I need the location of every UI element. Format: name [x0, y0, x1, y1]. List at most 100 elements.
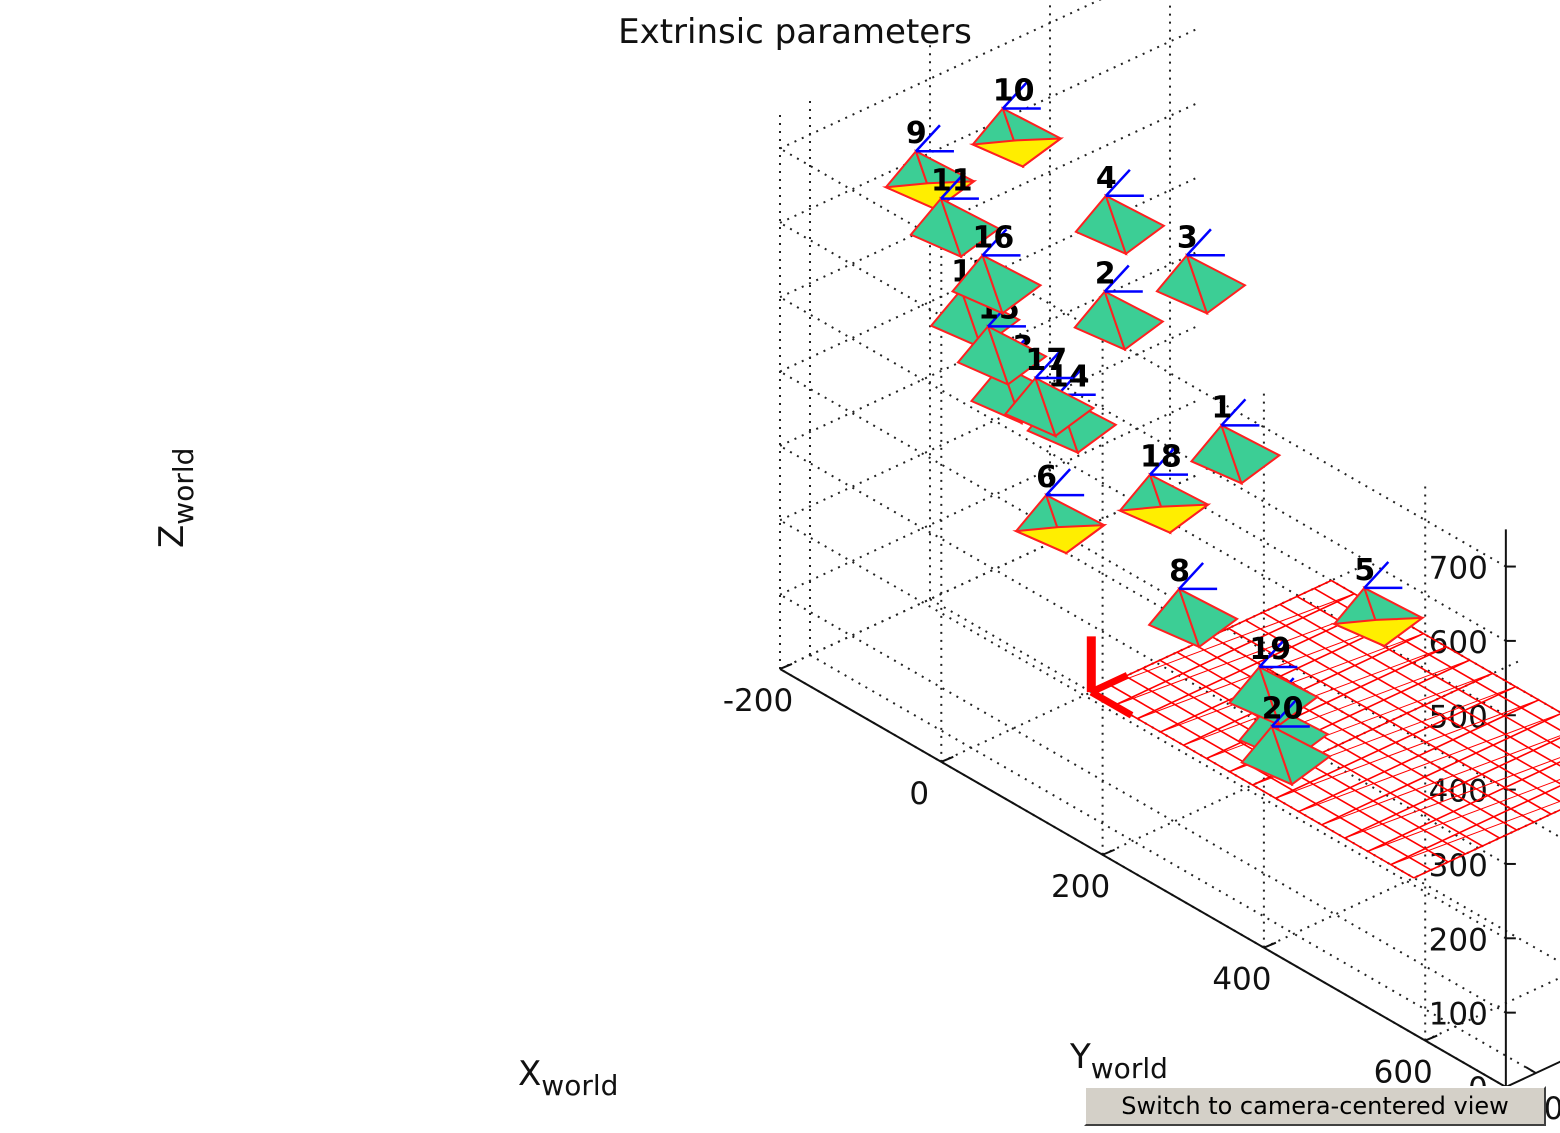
camera-y-axis	[939, 171, 966, 200]
camera-11: 11	[909, 164, 1001, 259]
camera-20: 20	[1240, 691, 1332, 787]
y-axis-label: Yworld	[1069, 1037, 1168, 1085]
checkerboard	[1086, 579, 1560, 879]
camera-2: 2	[1073, 257, 1165, 352]
axis-labels: Xworld Yworld Zworld	[152, 448, 1168, 1102]
camera-label: 4	[1096, 161, 1117, 196]
checkerboard-diagonal	[1390, 800, 1560, 866]
camera-face	[980, 253, 1043, 315]
camera-y-axis	[1034, 351, 1061, 379]
board-x-axis	[1089, 689, 1134, 719]
camera-y-axis	[1001, 81, 1028, 110]
grid-line	[779, 249, 1201, 447]
checkerboard-line	[1262, 611, 1560, 785]
checkerboard-line	[1321, 713, 1560, 826]
camera-label: 1	[1211, 390, 1232, 425]
camera-face	[1270, 724, 1332, 787]
y-tick	[1525, 1066, 1537, 1074]
axes: 0100200300400500600700-2000200400600-200…	[723, 529, 1560, 1127]
camera-10: 10	[968, 73, 1065, 169]
camera-y-axis	[1178, 562, 1205, 590]
x-tick	[1424, 1034, 1438, 1042]
checkerboard-line	[1413, 809, 1560, 879]
camera-face	[1185, 253, 1247, 315]
camera-3: 3	[1155, 220, 1247, 316]
grid-line	[779, 26, 1201, 224]
grid-line	[779, 398, 1201, 596]
x-tick-label: 400	[1212, 962, 1271, 998]
camera-y-axis	[1103, 264, 1130, 293]
checkerboard-line	[1228, 627, 1552, 815]
z-tick-label: 600	[1429, 625, 1488, 661]
board-y-axis	[1089, 672, 1129, 696]
checkerboard-line	[1279, 603, 1560, 767]
z-tick-label: 700	[1429, 551, 1488, 587]
camera-label: 20	[1262, 691, 1304, 726]
camera-label: 17	[1025, 343, 1067, 378]
camera-face	[1104, 193, 1166, 256]
camera-y-axis	[1045, 468, 1072, 496]
camera-y-axis	[1270, 699, 1297, 728]
cameras: 1234567891011121314151617181920	[882, 73, 1426, 787]
x-tick	[779, 663, 793, 670]
camera-17: 17	[1003, 343, 1096, 438]
x-tick	[940, 755, 954, 763]
camera-face	[1033, 375, 1096, 438]
x-tick	[1263, 941, 1277, 949]
camera-19: 19	[1227, 632, 1320, 727]
checkerboard-diagonal	[1321, 735, 1560, 826]
camera-label: 16	[973, 220, 1015, 255]
checkerboard-diagonal	[1298, 713, 1560, 813]
camera-front-face	[1116, 503, 1212, 534]
camera-label: 18	[1140, 440, 1182, 475]
camera-face	[1177, 586, 1240, 649]
z-axis-label: Zworld	[152, 448, 200, 548]
x-axis-label: Xworld	[518, 1054, 618, 1102]
x-tick-label: 200	[1051, 869, 1110, 905]
x-axis-line	[779, 668, 1507, 1088]
x-tick-label: -200	[723, 683, 793, 719]
switch-camera-centered-view-button[interactable]: Switch to camera-centered view	[1084, 1086, 1546, 1126]
camera-y-axis	[1258, 640, 1285, 668]
checkerboard-line	[1298, 699, 1540, 813]
x-tick-label: 0	[909, 776, 929, 812]
y-axis-line	[1505, 1060, 1560, 1088]
camera-6: 6	[1012, 460, 1108, 555]
z-tick-label: 100	[1429, 997, 1488, 1033]
camera-y-axis	[981, 228, 1008, 257]
checkerboard-diagonal	[1275, 699, 1539, 799]
checkerboard-line	[1390, 785, 1560, 866]
camera-y-axis	[1104, 168, 1131, 197]
x-tick	[1102, 848, 1115, 856]
camera-front-face	[1012, 523, 1108, 555]
camera-label: 10	[993, 73, 1035, 108]
camera-4: 4	[1074, 161, 1166, 256]
z-tick-label: 300	[1429, 848, 1488, 884]
camera-label: 9	[906, 116, 927, 151]
camera-label: 19	[1249, 632, 1291, 667]
camera-face	[1103, 289, 1165, 352]
z-tick-label: 200	[1429, 922, 1488, 958]
camera-label: 6	[1036, 460, 1057, 495]
camera-16: 16	[950, 220, 1043, 316]
grid-line	[779, 324, 1201, 522]
checkerboard-diagonal	[1367, 778, 1560, 852]
checkerboard-line	[1344, 737, 1560, 839]
camera-face	[1219, 423, 1282, 485]
grid-line	[779, 519, 1507, 940]
checkerboard-diagonal	[1137, 619, 1401, 720]
camera-label: 5	[1354, 553, 1375, 588]
checkerboard-line	[1367, 761, 1560, 853]
grid-line	[809, 654, 1537, 1074]
camera-label: 8	[1169, 554, 1190, 589]
camera-5: 5	[1330, 553, 1426, 648]
checkerboard-line	[1275, 685, 1516, 799]
grid-line	[779, 221, 1507, 642]
camera-front-face	[968, 137, 1065, 168]
camera-1: 1	[1189, 390, 1282, 486]
camera-y-axis	[1220, 398, 1247, 427]
camera-18: 18	[1116, 440, 1212, 535]
camera-label: 3	[1177, 220, 1198, 255]
grid-line	[779, 100, 1201, 299]
